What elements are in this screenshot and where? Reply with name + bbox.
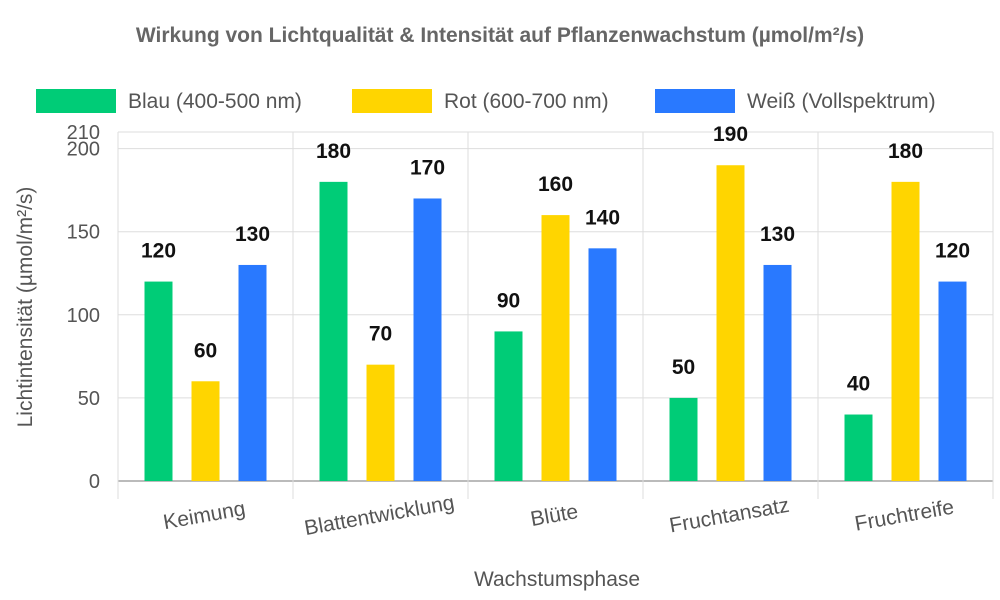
bar xyxy=(891,181,920,481)
x-tick-label: Keimung xyxy=(162,497,248,534)
data-label: 170 xyxy=(410,156,445,179)
bars xyxy=(144,165,967,481)
bar xyxy=(938,281,967,481)
bar xyxy=(238,264,267,481)
data-label: 180 xyxy=(316,140,351,163)
data-label: 160 xyxy=(538,173,573,196)
legend-label: Rot (600-700 nm) xyxy=(444,90,609,113)
chart-title: Wirkung von Lichtqualität & Intensität a… xyxy=(136,24,864,47)
bar xyxy=(144,281,173,481)
data-label: 40 xyxy=(847,373,870,396)
legend-label: Blau (400-500 nm) xyxy=(128,90,302,113)
legend-swatch xyxy=(352,89,432,113)
bar xyxy=(588,248,617,481)
bar xyxy=(716,165,745,481)
legend-label: Weiß (Vollspektrum) xyxy=(747,90,936,113)
bar xyxy=(319,181,348,481)
x-tick-label: Blüte xyxy=(529,500,580,531)
y-tick-label: 50 xyxy=(78,388,100,410)
x-tick-label: Blattentwicklung xyxy=(303,491,456,540)
y-tick-label: 210 xyxy=(67,122,100,144)
x-tick-label: Fruchtansatz xyxy=(668,494,792,538)
data-label: 70 xyxy=(369,323,392,346)
bar xyxy=(669,397,698,481)
data-label: 120 xyxy=(141,240,176,263)
bar xyxy=(366,364,395,481)
data-label: 120 xyxy=(935,240,970,263)
data-label: 130 xyxy=(760,223,795,246)
bar xyxy=(844,414,873,481)
bar xyxy=(191,381,220,481)
x-axis: Keimung Blattentwicklung Blüte Fruchtansatz… xyxy=(162,491,956,540)
y-tick-label: 200 xyxy=(67,139,100,161)
x-axis-title: Wachstumsphase xyxy=(474,568,640,591)
legend-swatch xyxy=(655,89,735,113)
data-labels: 120 60 130 180 70 170 90 160 140 50 190 130 40 180 120 xyxy=(141,123,970,395)
y-tick-label: 0 xyxy=(89,471,100,493)
bar xyxy=(494,331,523,481)
y-tick-label: 100 xyxy=(67,305,100,327)
data-label: 140 xyxy=(585,206,620,229)
data-label: 180 xyxy=(888,140,923,163)
data-label: 130 xyxy=(235,223,270,246)
bar xyxy=(763,264,792,481)
data-label: 90 xyxy=(497,289,520,312)
x-tick-label: Fruchtreife xyxy=(853,496,956,536)
legend: Blau (400-500 nm) Rot (600-700 nm) Weiß (V… xyxy=(36,89,936,113)
legend-swatch xyxy=(36,89,116,113)
data-label: 190 xyxy=(713,123,748,146)
y-axis-title: Lichtintensität (µmol/m²/s) xyxy=(14,187,37,428)
bar xyxy=(413,198,442,481)
y-tick-label: 150 xyxy=(67,222,100,244)
bar xyxy=(541,215,570,481)
data-label: 60 xyxy=(194,339,217,362)
data-label: 50 xyxy=(672,356,695,379)
